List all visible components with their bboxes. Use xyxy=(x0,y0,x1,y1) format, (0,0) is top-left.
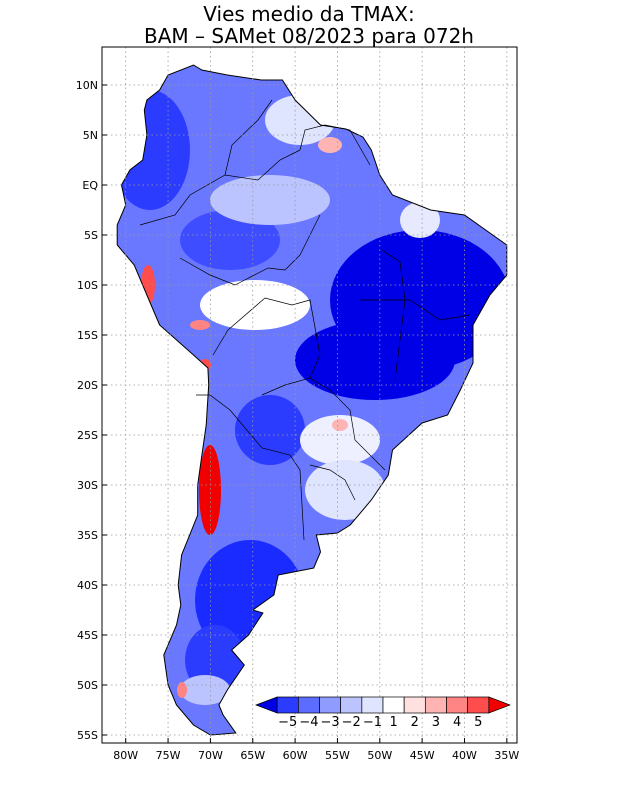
title-line-1: Vies medio da TMAX: xyxy=(203,2,415,26)
colorbar-label: −4 xyxy=(299,715,318,730)
latitude-labels: 10N 5N EQ 5S 10S 15S 20S 25S 30S 35S 40S 45S 50S 55S xyxy=(76,79,99,742)
lon-label: 40W xyxy=(452,749,477,762)
lat-label: 40S xyxy=(77,579,98,592)
lat-label: 45S xyxy=(77,629,98,642)
lat-label: EQ xyxy=(82,179,98,192)
colorbar-label: −5 xyxy=(278,715,297,730)
warm-bias-area xyxy=(318,137,342,153)
lon-label: 55W xyxy=(325,749,350,762)
colorbar-legend: −5 −4 −3 −2 −1 1 2 3 4 5 xyxy=(255,696,511,730)
warm-bias-area xyxy=(190,320,210,330)
colorbar-label: −1 xyxy=(363,715,382,730)
colorbar-swatch xyxy=(446,696,469,714)
warm-bias-area xyxy=(177,682,187,698)
state-borders xyxy=(360,299,471,321)
country-borders xyxy=(139,99,471,541)
lon-label: 50W xyxy=(367,749,392,762)
border-peru-brazil xyxy=(179,214,321,286)
weak-bias-area xyxy=(305,460,385,520)
border-paraguay-brazil xyxy=(309,377,386,471)
map-frame xyxy=(101,46,518,744)
colorbar-swatch xyxy=(424,696,447,714)
warm-bias-area xyxy=(199,445,221,535)
colorbar-label: 1 xyxy=(389,715,397,730)
strong-cold-bias-area xyxy=(295,320,455,400)
colorbar-swatch xyxy=(276,696,299,714)
south-america-landmass xyxy=(116,64,508,736)
lon-label: 60W xyxy=(283,749,308,762)
graticule xyxy=(102,47,517,743)
colorbar-label: 4 xyxy=(453,715,461,730)
border-colombia-venezuela xyxy=(224,99,273,176)
lat-label: 30S xyxy=(77,479,98,492)
colorbar-swatch xyxy=(467,696,490,714)
cold-bias-area xyxy=(117,90,190,210)
lat-label: 20S xyxy=(77,379,98,392)
longitude-labels: 80W 75W 70W 65W 60W 55W 50W 45W 40W 35W xyxy=(113,749,519,762)
colorbar-label: −3 xyxy=(320,715,339,730)
colorbar-swatch xyxy=(255,696,278,714)
colorbar-label: 3 xyxy=(432,715,440,730)
lon-label: 45W xyxy=(410,749,435,762)
lat-label: 10S xyxy=(77,279,98,292)
neutral-area xyxy=(300,415,380,465)
weak-bias-area xyxy=(210,175,330,225)
weak-bias-area xyxy=(265,95,335,145)
weak-bias-area xyxy=(180,675,230,705)
lat-label: 5N xyxy=(83,129,98,142)
lat-label: 10N xyxy=(76,79,98,92)
colorbar-swatch xyxy=(319,696,342,714)
warm-bias-area xyxy=(332,419,348,431)
border-bolivia xyxy=(212,297,321,396)
colorbar-label: 5 xyxy=(474,715,482,730)
colorbar-swatch xyxy=(403,696,426,714)
border-argentina-bolivia-paraguay xyxy=(196,394,305,541)
colorbar-swatch xyxy=(361,696,384,714)
lat-label: 15S xyxy=(77,329,98,342)
border-guianas xyxy=(299,124,371,166)
colorbar-swatch xyxy=(488,696,511,714)
lon-label: 35W xyxy=(494,749,519,762)
lat-label: 35S xyxy=(77,529,98,542)
colorbar-label: −2 xyxy=(342,715,361,730)
lat-label: 50S xyxy=(77,679,98,692)
colorbar-label: 2 xyxy=(411,715,419,730)
lon-label: 80W xyxy=(113,749,138,762)
lat-label: 5S xyxy=(84,229,98,242)
lat-label: 55S xyxy=(77,729,98,742)
neutral-area xyxy=(400,202,440,238)
lon-label: 65W xyxy=(240,749,265,762)
neutral-area xyxy=(200,280,310,330)
lon-label: 70W xyxy=(198,749,223,762)
colorbar-swatch xyxy=(340,696,363,714)
colorbar-swatch xyxy=(382,696,405,714)
colorbar-swatch xyxy=(297,696,320,714)
lon-label: 75W xyxy=(156,749,181,762)
lat-label: 25S xyxy=(77,429,98,442)
cold-bias-area xyxy=(235,395,305,465)
title-line-2: BAM – SAMet 08/2023 para 072h xyxy=(144,24,474,48)
cold-bias-area xyxy=(180,210,280,270)
bias-field xyxy=(117,90,507,705)
